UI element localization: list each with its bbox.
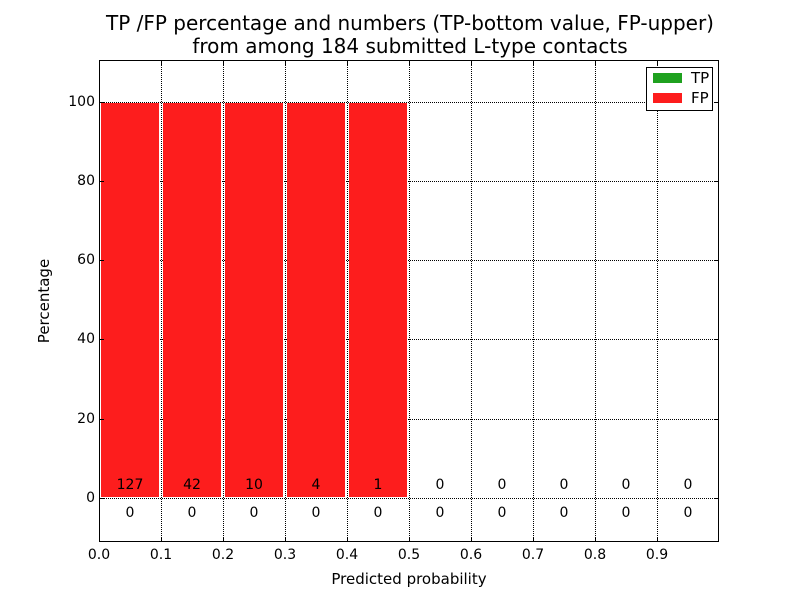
x-tick-top bbox=[223, 60, 224, 65]
gridline-vertical bbox=[285, 60, 286, 542]
fp-count-label: 0 bbox=[559, 477, 569, 493]
fp-bar bbox=[101, 102, 159, 497]
tp-count-label: 0 bbox=[125, 505, 135, 521]
x-tick-top bbox=[657, 60, 658, 65]
tp-count-label: 0 bbox=[683, 505, 693, 521]
x-tick bbox=[161, 537, 162, 542]
x-tick bbox=[595, 537, 596, 542]
gridline-vertical bbox=[595, 60, 596, 542]
fp-count-label: 0 bbox=[621, 477, 631, 493]
x-tick-label: 0.7 bbox=[521, 547, 545, 563]
y-tick bbox=[99, 260, 104, 262]
x-tick bbox=[347, 537, 348, 542]
tp-count-label: 0 bbox=[311, 505, 321, 521]
x-tick bbox=[657, 537, 658, 542]
x-tick bbox=[471, 537, 472, 542]
tp-count-label: 0 bbox=[621, 505, 631, 521]
x-tick bbox=[409, 537, 410, 542]
x-tick-top bbox=[161, 60, 162, 65]
chart-subtitle: from among 184 submitted L-type contacts bbox=[192, 34, 628, 58]
fp-bar bbox=[349, 102, 407, 497]
y-tick-right bbox=[714, 180, 719, 182]
x-tick-top bbox=[533, 60, 534, 65]
chart-title: TP /FP percentage and numbers (TP-bottom… bbox=[106, 11, 714, 35]
x-axis-label: Predicted probability bbox=[331, 570, 487, 588]
fp-count-label: 10 bbox=[245, 477, 263, 493]
plot-area: TP FP 0 0 0 0 0 0 0 0 0 0 127 42 10 4 1 0 0 0 0 0 bbox=[99, 60, 719, 542]
tp-count-label: 0 bbox=[373, 505, 383, 521]
x-tick-label: 0.6 bbox=[459, 547, 483, 563]
x-tick bbox=[533, 537, 534, 542]
x-tick-label: 0.9 bbox=[645, 547, 669, 563]
x-tick-top bbox=[99, 60, 100, 65]
fp-bar bbox=[225, 102, 283, 497]
fp-count-label: 127 bbox=[116, 477, 144, 493]
legend-entry-fp: FP bbox=[647, 88, 712, 108]
fp-count-label: 42 bbox=[183, 477, 201, 493]
tp-count-label: 0 bbox=[249, 505, 259, 521]
y-tick bbox=[99, 339, 104, 341]
x-tick-label: 0.3 bbox=[273, 547, 297, 563]
x-tick bbox=[99, 537, 100, 542]
fp-bar bbox=[287, 102, 345, 497]
y-tick bbox=[99, 418, 104, 420]
tp-count-label: 0 bbox=[187, 505, 197, 521]
legend: TP FP bbox=[646, 67, 713, 111]
y-tick-label: 60 bbox=[77, 252, 95, 269]
x-tick-label: 0.0 bbox=[87, 547, 111, 563]
x-tick-label: 0.2 bbox=[211, 547, 235, 563]
tp-color-swatch bbox=[653, 73, 682, 83]
x-tick-top bbox=[409, 60, 410, 65]
y-tick-label: 100 bbox=[68, 93, 95, 110]
y-tick-right bbox=[714, 339, 719, 341]
fp-count-label: 0 bbox=[683, 477, 693, 493]
legend-label-fp: FP bbox=[691, 89, 709, 107]
x-tick-top bbox=[347, 60, 348, 65]
y-tick-right bbox=[714, 101, 719, 103]
y-tick bbox=[99, 180, 104, 182]
y-tick-label: 80 bbox=[77, 172, 95, 189]
tp-count-label: 0 bbox=[559, 505, 569, 521]
fp-bar bbox=[163, 102, 221, 497]
gridline-vertical bbox=[223, 60, 224, 542]
gridline-vertical bbox=[409, 60, 410, 542]
x-tick-top bbox=[471, 60, 472, 65]
gridline-vertical bbox=[347, 60, 348, 542]
x-tick bbox=[285, 537, 286, 542]
gridline-vertical bbox=[533, 60, 534, 542]
x-tick-label: 0.5 bbox=[397, 547, 421, 563]
tp-count-label: 0 bbox=[497, 505, 507, 521]
x-tick-top bbox=[285, 60, 286, 65]
gridline-vertical bbox=[657, 60, 658, 542]
fp-count-label: 0 bbox=[497, 477, 507, 493]
x-tick-label: 0.8 bbox=[583, 547, 607, 563]
y-tick-right bbox=[714, 418, 719, 420]
y-tick-right bbox=[714, 498, 719, 499]
fp-count-label: 0 bbox=[435, 477, 445, 493]
x-tick-label: 0.4 bbox=[335, 547, 359, 563]
x-tick-label: 0.1 bbox=[149, 547, 173, 563]
y-tick-label: 40 bbox=[77, 331, 95, 348]
y-tick-right bbox=[714, 260, 719, 262]
y-tick-label: 0 bbox=[86, 490, 95, 506]
y-tick-label: 20 bbox=[77, 410, 95, 427]
y-tick bbox=[99, 101, 104, 103]
x-tick-top bbox=[595, 60, 596, 65]
tp-count-label: 0 bbox=[435, 505, 445, 521]
legend-label-tp: TP bbox=[691, 69, 710, 87]
fp-color-swatch bbox=[653, 93, 682, 103]
legend-entry-tp: TP bbox=[647, 68, 712, 88]
fp-count-label: 1 bbox=[373, 477, 383, 493]
y-tick bbox=[99, 498, 104, 499]
x-tick bbox=[223, 537, 224, 542]
fp-count-label: 4 bbox=[311, 477, 321, 493]
gridline-vertical bbox=[471, 60, 472, 542]
gridline-vertical bbox=[161, 60, 162, 542]
